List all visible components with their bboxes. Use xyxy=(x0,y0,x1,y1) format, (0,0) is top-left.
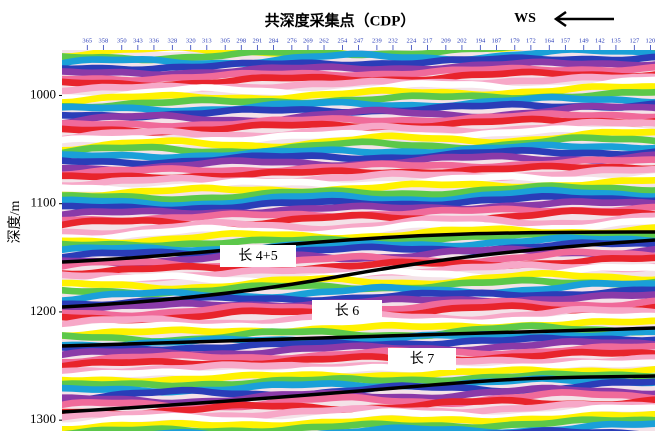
x-tick-label: 239 xyxy=(372,37,382,44)
x-tick-label: 336 xyxy=(149,37,160,44)
chart: 长 4+5 长 6 长 7 共深度采集点（CDP） WS 深度/m 1000 11… xyxy=(0,0,659,431)
direction-label: WS xyxy=(514,11,536,26)
x-tick-label: 365 xyxy=(82,37,92,44)
x-tick-label: 313 xyxy=(202,37,212,44)
x-tick-label: 284 xyxy=(269,37,280,44)
chart-title: 共深度采集点（CDP） xyxy=(265,11,416,29)
x-tick-label: 254 xyxy=(338,37,349,44)
horizon-label: 长 4+5 xyxy=(238,248,277,264)
x-tick-label: 262 xyxy=(319,37,329,44)
x-tick-label: 291 xyxy=(252,37,262,44)
x-tick-label: 224 xyxy=(406,37,417,44)
x-tick-label: 142 xyxy=(595,37,605,44)
y-tick-label: 1300 xyxy=(30,411,56,426)
x-tick-label: 164 xyxy=(544,37,555,44)
x-tick-label: 247 xyxy=(354,37,365,44)
x-tick-label: 209 xyxy=(441,37,451,44)
x-tick-label: 157 xyxy=(560,37,571,44)
x-tick-label: 298 xyxy=(236,37,246,44)
x-tick-label: 358 xyxy=(98,37,108,44)
x-tick-label: 232 xyxy=(388,37,398,44)
x-tick-label: 343 xyxy=(133,37,143,44)
y-tick-label: 1000 xyxy=(30,86,56,101)
x-tick-label: 276 xyxy=(287,37,298,44)
direction-arrow xyxy=(556,12,614,26)
x-tick-label: 179 xyxy=(510,37,520,44)
y-axis-label: 深度/m xyxy=(7,201,23,244)
x-tick-label: 217 xyxy=(423,37,434,44)
x-tick-label: 172 xyxy=(526,37,536,44)
horizon-label: 长 7 xyxy=(410,351,435,367)
x-tick-label: 135 xyxy=(611,37,621,44)
x-tick-label: 194 xyxy=(475,37,486,44)
y-tick-label: 1100 xyxy=(30,195,56,210)
x-tick-label: 350 xyxy=(117,37,127,44)
x-tick-label: 120 xyxy=(646,37,656,44)
x-tick-label: 187 xyxy=(492,37,503,44)
x-tick-label: 127 xyxy=(629,37,640,44)
y-tick-label: 1200 xyxy=(30,303,56,318)
x-tick-label: 305 xyxy=(220,37,230,44)
x-tick-label: 269 xyxy=(303,37,313,44)
x-tick-label: 320 xyxy=(186,37,196,44)
horizon-label: 长 6 xyxy=(335,303,360,319)
x-tick-label: 149 xyxy=(579,37,589,44)
x-tick-label: 202 xyxy=(457,37,467,44)
x-tick-label: 328 xyxy=(167,37,177,44)
